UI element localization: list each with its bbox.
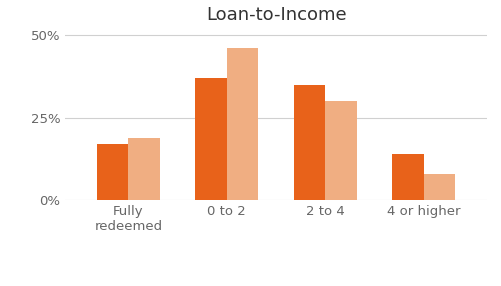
Bar bbox=[293, 85, 325, 200]
Bar bbox=[325, 101, 356, 200]
Bar bbox=[423, 174, 454, 200]
Bar bbox=[195, 78, 226, 200]
Bar bbox=[128, 138, 159, 200]
Title: Loan-to-Income: Loan-to-Income bbox=[205, 6, 346, 24]
Bar bbox=[97, 144, 128, 200]
Bar bbox=[226, 48, 258, 200]
Bar bbox=[392, 154, 423, 200]
